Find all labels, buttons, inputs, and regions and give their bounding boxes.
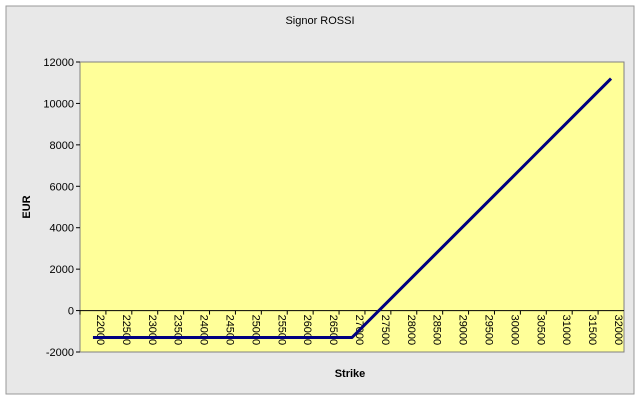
chart-title: Signor ROSSI [285, 15, 354, 27]
y-tick-label: 6000 [50, 181, 74, 193]
y-tick-label: 12000 [43, 57, 74, 69]
x-tick-label: 28500 [431, 315, 443, 346]
x-tick-label: 23000 [146, 315, 158, 346]
x-tick-label: 25000 [249, 315, 261, 346]
y-tick-label: 8000 [50, 140, 74, 152]
plot-background [79, 61, 625, 353]
y-tick-label: -2000 [46, 347, 74, 359]
x-tick-label: 30000 [508, 315, 520, 346]
x-tick-label: 27500 [379, 315, 391, 346]
y-tick-label: 4000 [50, 223, 74, 235]
x-tick-label: 24000 [198, 315, 210, 346]
y-axis-label: EUR [21, 195, 33, 218]
x-tick-label: 31500 [586, 315, 598, 346]
x-tick-label: 23500 [172, 315, 184, 346]
x-axis-label: Strike [335, 368, 366, 380]
x-tick-label: 26000 [301, 315, 313, 346]
x-tick-label: 31000 [560, 315, 572, 346]
x-tick-label: 30500 [534, 315, 546, 346]
x-tick-label: 24500 [223, 315, 235, 346]
x-tick-label: 28000 [405, 315, 417, 346]
line-series [92, 77, 613, 339]
x-tick-label: 22500 [120, 315, 132, 346]
y-tick-label: 0 [68, 306, 74, 318]
x-tick-label: 32000 [612, 315, 624, 346]
y-tick-label: 10000 [43, 98, 74, 110]
y-tick-label: 2000 [50, 264, 74, 276]
x-tick-label: 29000 [457, 315, 469, 346]
x-tick-label: 25500 [275, 315, 287, 346]
x-tick-label: 22000 [94, 315, 106, 346]
x-tick-label: 29500 [483, 315, 495, 346]
x-tick-label: 26500 [327, 315, 339, 346]
